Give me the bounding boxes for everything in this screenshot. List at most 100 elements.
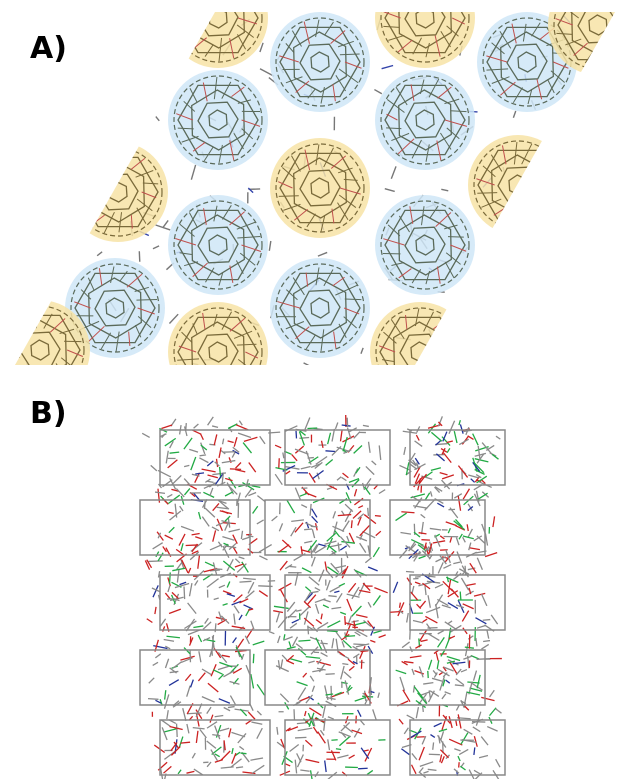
bond (212, 527, 219, 531)
bond (320, 730, 324, 735)
bond (358, 710, 361, 717)
bond (487, 727, 497, 732)
bond (474, 770, 480, 773)
cage-bond (0, 343, 12, 350)
bond (229, 728, 231, 737)
bond (193, 728, 205, 729)
cage-bond (519, 207, 522, 225)
bond (304, 529, 312, 530)
bond (415, 577, 421, 578)
bond (188, 603, 197, 614)
bond (305, 523, 313, 527)
bond (353, 644, 366, 645)
linker (304, 363, 313, 368)
bond (219, 448, 221, 458)
bond (342, 641, 344, 647)
bond (366, 466, 374, 474)
bond (163, 626, 165, 631)
bond (192, 534, 200, 535)
bond (305, 740, 312, 746)
linker (17, 17, 23, 21)
bond (326, 701, 337, 706)
bond (481, 737, 488, 746)
bond (349, 533, 354, 544)
cage-bond (234, 365, 246, 384)
bond (325, 451, 335, 452)
bond (431, 468, 441, 471)
bond (165, 690, 166, 699)
bond (189, 449, 198, 452)
bond (347, 428, 351, 440)
bond (305, 587, 311, 592)
cage-bond (81, 210, 97, 215)
bond (198, 555, 200, 568)
bond (320, 643, 327, 644)
bond (194, 424, 199, 428)
bond (461, 670, 467, 672)
bond (229, 529, 240, 532)
bond (442, 605, 451, 608)
linker (151, 110, 160, 121)
bond (179, 737, 183, 748)
bond (165, 535, 173, 539)
bond (225, 492, 233, 496)
bond (323, 705, 326, 718)
bond (345, 616, 346, 625)
bond (243, 605, 252, 609)
bond (257, 684, 264, 695)
bond (407, 715, 415, 719)
bond (223, 604, 228, 606)
bond (342, 521, 349, 532)
bond (213, 530, 216, 541)
crystal-view-b (140, 415, 505, 779)
bond (354, 432, 360, 439)
bond (167, 636, 180, 637)
cage-bond (383, 366, 403, 375)
bond (410, 647, 412, 652)
bond (440, 473, 448, 475)
bond (325, 760, 326, 772)
bond (322, 441, 324, 448)
bond (169, 609, 181, 613)
bond (253, 654, 254, 663)
bond (337, 755, 348, 758)
linker (513, 111, 515, 118)
linker (588, 168, 604, 169)
bond (275, 445, 281, 448)
linker (37, 309, 43, 314)
linker (31, 177, 38, 180)
linker (361, 348, 363, 354)
linker (531, 313, 539, 318)
bond (404, 447, 406, 455)
bond (354, 489, 356, 496)
bond (277, 727, 278, 735)
bond (413, 685, 414, 692)
linker (65, 237, 74, 243)
bond (454, 749, 460, 751)
bond (426, 607, 440, 612)
bond (251, 722, 262, 724)
bond (163, 546, 167, 551)
linker (115, 88, 122, 94)
bond (402, 642, 410, 648)
bond (335, 566, 346, 569)
bond (186, 545, 199, 546)
bond (323, 605, 329, 608)
linker (437, 348, 444, 359)
bond (326, 674, 335, 675)
bond (162, 727, 167, 740)
panel-label: A) (30, 31, 67, 66)
bond (474, 671, 477, 681)
bond (200, 434, 203, 440)
cage-bond (440, 359, 459, 373)
bond (463, 489, 469, 499)
cage-halo (375, 0, 475, 68)
bond (309, 708, 321, 716)
bond (188, 568, 190, 573)
bond (193, 430, 202, 434)
bond (308, 661, 314, 663)
cage-bond (185, 0, 193, 9)
bond (476, 638, 477, 646)
bond (312, 670, 323, 672)
bond (245, 489, 252, 498)
